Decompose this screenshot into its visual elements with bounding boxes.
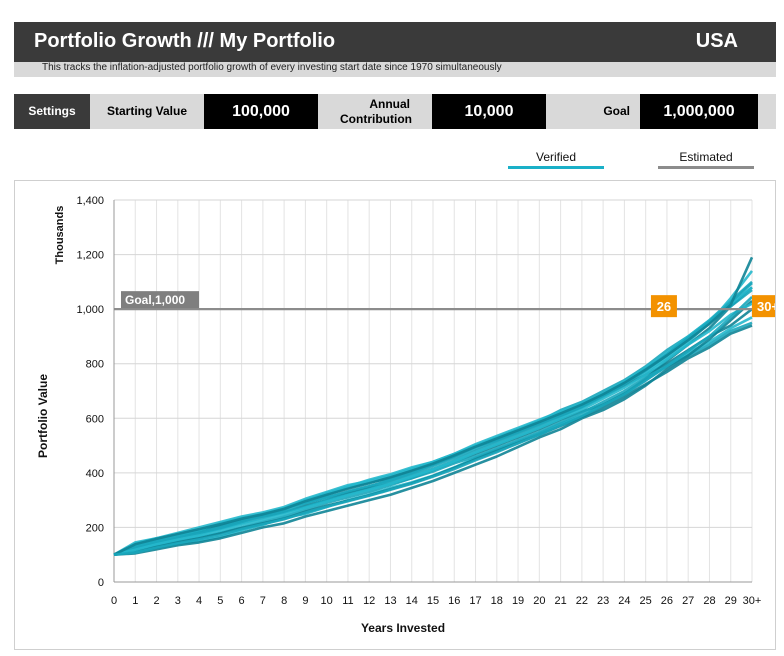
x-tick-label: 29	[725, 595, 737, 607]
y-axis-unit: Thousands	[54, 206, 66, 265]
x-tick-label: 9	[302, 595, 308, 607]
y-tick-label: 1,000	[76, 304, 104, 316]
x-tick-label: 16	[448, 595, 460, 607]
x-tick-label: 4	[196, 595, 202, 607]
series-line	[113, 256, 754, 556]
y-tick-label: 800	[86, 359, 104, 371]
goal-line-group: Goal,1,000 26 30+	[114, 291, 784, 318]
x-tick-label: 24	[618, 595, 630, 607]
y-tick-label: 1,200	[76, 250, 104, 262]
annual-contribution-label: Annual Contribution	[318, 94, 432, 129]
chart-frame: 0 200 400 600 800 1,000 1,200 1,400 0 1 2 3 4 5 6 7 8 9 10…	[14, 180, 784, 650]
x-tick-label: 20	[533, 595, 545, 607]
x-tick-label: 18	[491, 595, 503, 607]
x-tick-label: 1	[132, 595, 138, 607]
legend-estimated[interactable]: Estimated	[658, 150, 754, 169]
legend-verified[interactable]: Verified	[508, 150, 604, 169]
annual-contribution-label-text: Annual Contribution	[340, 97, 412, 126]
x-tick-label: 26	[661, 595, 673, 607]
x-tick-label: 21	[554, 595, 566, 607]
x-tick-label: 6	[239, 595, 245, 607]
page-title: Portfolio Growth /// My Portfolio	[34, 30, 336, 52]
x-tick-label: 7	[260, 595, 266, 607]
settings-label: Settings	[14, 94, 90, 129]
legend-verified-label: Verified	[535, 150, 577, 164]
annual-contribution-field[interactable]: 10,000	[432, 94, 546, 129]
y-tick-label: 1,400	[76, 195, 104, 207]
x-tick-label: 23	[597, 595, 609, 607]
x-tick-label: 25	[640, 595, 652, 607]
x-tick-label: 19	[512, 595, 524, 607]
x-axis-title: Years Invested	[361, 621, 445, 635]
goal-label: Goal,1,000	[125, 293, 185, 307]
legend-estimated-label: Estimated	[679, 150, 733, 164]
x-tick-label: 10	[321, 595, 333, 607]
x-tick-label: 8	[281, 595, 287, 607]
goal-field[interactable]: 1,000,000	[640, 94, 758, 129]
goal-reached-marker-label: 30+	[757, 299, 775, 314]
x-tick-label: 30+	[743, 595, 762, 607]
goal-label-box	[121, 291, 199, 309]
starting-value-label: Starting Value	[106, 104, 188, 119]
x-tick-label: 14	[406, 595, 418, 607]
page-subtitle: This tracks the inflation-adjusted portf…	[42, 62, 502, 73]
x-tick-label: 3	[175, 595, 181, 607]
x-tick-label: 12	[363, 595, 375, 607]
x-tick-label: 15	[427, 595, 439, 607]
x-tick-label: 13	[384, 595, 396, 607]
title-bar: Portfolio Growth /// My Portfolio USA	[14, 22, 776, 62]
x-tick-label: 28	[703, 595, 715, 607]
y-axis-title: Portfolio Value	[36, 374, 50, 458]
x-tick-label: 22	[576, 595, 588, 607]
x-tick-label: 0	[111, 595, 117, 607]
subtitle-bar: This tracks the inflation-adjusted portf…	[14, 62, 776, 77]
x-tick-label: 5	[217, 595, 223, 607]
starting-value-field[interactable]: 100,000	[204, 94, 318, 129]
x-tick-label: 11	[342, 595, 353, 607]
goal-reached-marker	[650, 295, 677, 318]
settings-row: Settings Starting Value 100,000 Annual C…	[14, 94, 776, 129]
legend-verified-swatch	[508, 166, 604, 169]
x-tick-label: 2	[153, 595, 159, 607]
y-tick-label: 200	[86, 522, 104, 534]
y-tick-label: 600	[86, 413, 104, 425]
y-tick-label: 400	[86, 468, 104, 480]
x-tick-label: 27	[682, 595, 694, 607]
chart-labels: Years Invested Portfolio Value Thousands	[36, 206, 445, 635]
x-tick-label: 17	[469, 595, 481, 607]
goal-reached-marker-label: 26	[657, 299, 671, 314]
legend-estimated-swatch	[658, 166, 754, 169]
y-tick-label: 0	[98, 577, 104, 589]
goal-label: Goal	[603, 104, 630, 119]
series-line	[113, 295, 753, 556]
series-line	[113, 302, 753, 556]
country-label: USA	[695, 30, 738, 52]
chart-series	[113, 256, 754, 556]
